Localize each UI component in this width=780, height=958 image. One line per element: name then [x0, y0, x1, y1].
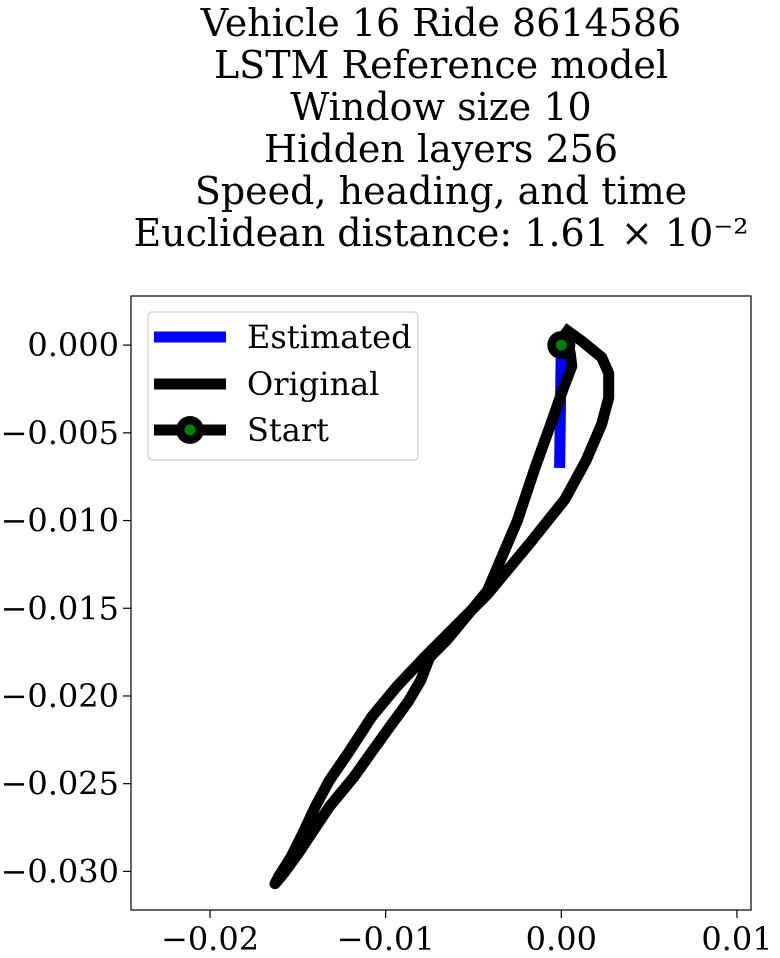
series-original-line: [269, 323, 615, 890]
title-line-2: LSTM Reference model: [214, 43, 668, 87]
title-line-6: Euclidean distance: 1.61 × 10⁻²: [133, 211, 748, 255]
y-tick-label: −0.015: [1, 589, 119, 627]
y-tick-label: −0.005: [1, 414, 119, 452]
legend-label-start: Start: [247, 411, 329, 449]
x-tick-label: −0.01: [337, 920, 435, 958]
start-marker-dot: [555, 339, 567, 351]
title-line-4: Hidden layers 256: [264, 127, 618, 171]
axes-frame: [130, 295, 752, 911]
legend-start-marker-dot: [184, 424, 196, 436]
legend-label-original: Original: [247, 365, 379, 403]
y-tick-label: 0.000: [27, 326, 119, 364]
legend: Estimated Original Start: [147, 311, 419, 461]
y-tick-label: −0.025: [1, 765, 119, 803]
x-tick-label: 0.01: [701, 920, 772, 958]
x-tick-label: −0.02: [161, 920, 259, 958]
legend-label-estimated: Estimated: [247, 318, 412, 356]
series-layer: [269, 323, 615, 890]
title-line-5: Speed, heading, and time: [195, 169, 687, 213]
title-line-3: Window size 10: [290, 85, 591, 129]
x-tick-label: 0.00: [526, 920, 597, 958]
plot-area: [130, 295, 752, 911]
legend-box: [147, 311, 419, 461]
y-tick-label: −0.030: [1, 852, 119, 890]
y-axis: 0.000 −0.005 −0.010 −0.015 −0.020 −0.025 −0.03…: [1, 326, 131, 890]
x-axis: −0.02 −0.01 0.00 0.01: [161, 910, 773, 958]
y-tick-label: −0.020: [1, 677, 119, 715]
title-line-1: Vehicle 16 Ride 8614586: [200, 1, 681, 45]
y-tick-label: −0.010: [1, 502, 119, 540]
